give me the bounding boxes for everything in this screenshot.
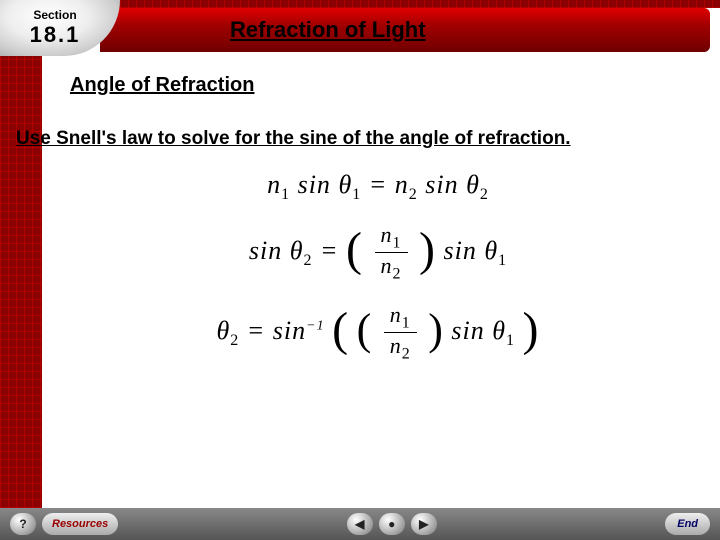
eq2-rhs: sin θ1 <box>444 236 508 265</box>
eq3-num: n1 <box>384 302 417 333</box>
eq3-fraction: n1 n2 <box>384 302 417 364</box>
eq3-rhs: sin θ1 <box>451 316 515 345</box>
paren-close-outer-icon: ) <box>523 302 540 357</box>
next-button[interactable]: ▶ <box>411 513 437 535</box>
title-bar: Refraction of Light <box>100 8 710 52</box>
subtitle: Angle of Refraction <box>70 74 700 97</box>
paren-open-inner-icon: ( <box>357 304 373 355</box>
equation-1: n1 sin θ1 = n2 sin θ2 <box>56 170 700 204</box>
eq2-lhs: sin θ2 = <box>249 236 339 265</box>
equation-3: θ2 = sin−1 ( ( n1 n2 ) sin θ1 ) <box>56 302 700 364</box>
eq3-lhs: θ2 = sin−1 <box>216 316 324 345</box>
left-grid-border <box>0 0 42 540</box>
slide-title: Refraction of Light <box>230 17 426 43</box>
eq2-fraction: n1 n2 <box>375 222 408 284</box>
slide: Refraction of Light Section 18.1 Angle o… <box>0 0 720 540</box>
help-button[interactable]: ? <box>10 513 36 535</box>
eq2-den: n2 <box>375 253 408 283</box>
eq2-num: n1 <box>375 222 408 253</box>
home-button[interactable]: ● <box>379 513 405 535</box>
equation-2: sin θ2 = ( n1 n2 ) sin θ1 <box>56 222 700 284</box>
paren-open-outer-icon: ( <box>332 302 349 357</box>
footer-nav: ? Resources ◀ ● ▶ End <box>0 508 720 540</box>
paren-open-icon: ( <box>346 222 363 277</box>
resources-button[interactable]: Resources <box>42 513 118 535</box>
body-text: Use Snell's law to solve for the sine of… <box>16 127 700 152</box>
eq3-den: n2 <box>384 333 417 363</box>
content-area: Angle of Refraction Use Snell's law to s… <box>50 64 706 500</box>
section-label: Section <box>33 8 76 22</box>
paren-close-inner-icon: ) <box>428 304 444 355</box>
section-number: 18.1 <box>30 22 81 48</box>
paren-close-icon: ) <box>419 222 436 277</box>
end-button[interactable]: End <box>665 513 710 535</box>
prev-button[interactable]: ◀ <box>347 513 373 535</box>
